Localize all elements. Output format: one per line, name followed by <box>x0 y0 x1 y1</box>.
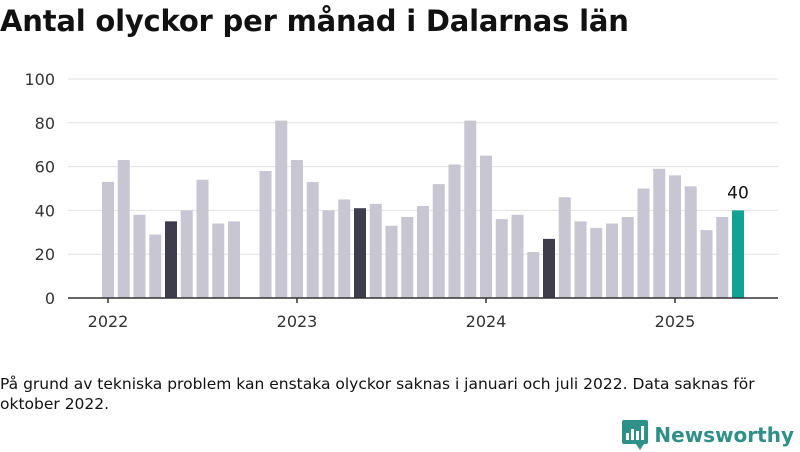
bar-2023-02 <box>306 181 319 298</box>
bar-2024-08 <box>590 227 603 298</box>
x-tick-label: 2025 <box>655 312 696 331</box>
y-tick-label: 60 <box>35 158 55 177</box>
footnote: På grund av tekniska problem kan enstaka… <box>0 375 755 413</box>
bar-2022-09 <box>228 221 240 298</box>
bar-2024-11 <box>637 188 650 298</box>
bar-2024-04 <box>527 252 540 298</box>
bar-2022-02 <box>117 160 130 298</box>
bar-2023-12 <box>464 120 477 298</box>
bar-2022-01 <box>102 181 114 298</box>
x-axis: 2022 2023 2024 2025 <box>68 297 778 331</box>
bar-2025-05 <box>732 210 744 298</box>
y-tick-label: 80 <box>35 114 55 133</box>
bar-2023-10 <box>432 184 445 298</box>
chart-title: Antal olyckor per månad i Dalarnas län <box>0 4 629 38</box>
x-tick-label: 2023 <box>277 312 318 331</box>
bar-2025-02 <box>684 186 697 298</box>
y-tick-label: 0 <box>45 289 55 308</box>
bar-2022-07 <box>196 179 209 298</box>
y-tick-label: 100 <box>24 70 55 89</box>
bar-2024-06 <box>558 197 571 298</box>
bar-2022-03 <box>133 214 146 298</box>
brand-name: Newsworthy <box>654 423 794 447</box>
bar-2024-03 <box>511 214 524 298</box>
x-tick-label: 2022 <box>88 312 129 331</box>
bar-2023-07 <box>385 225 398 298</box>
bar-2025-04 <box>716 216 729 298</box>
newsworthy-logo[interactable]: Newsworthy <box>622 418 794 452</box>
data-label-latest: 40 <box>727 183 749 203</box>
newsworthy-logo-icon <box>622 420 649 450</box>
bar-2023-05 <box>354 208 366 298</box>
bar-2025-01 <box>669 175 681 298</box>
bar-2024-05 <box>543 238 555 298</box>
bar-2023-11 <box>448 164 461 298</box>
bar-chart: 0 20 40 60 80 100 2022 2023 2024 2025 40 <box>24 70 778 331</box>
bar-2024-12 <box>653 168 666 298</box>
bar-2025-03 <box>700 230 713 298</box>
y-tick-label: 40 <box>35 201 55 220</box>
bar-2024-01 <box>480 155 492 298</box>
bar-2022-08 <box>212 223 225 298</box>
bar-2024-09 <box>606 223 618 298</box>
bar-2023-04 <box>338 199 351 298</box>
bar-2023-09 <box>417 206 429 298</box>
bar-2023-06 <box>369 203 382 298</box>
bar-2024-02 <box>495 219 508 298</box>
bar-2024-10 <box>621 216 634 298</box>
x-tick-label: 2024 <box>466 312 507 331</box>
bar-2022-11 <box>259 170 272 298</box>
bar-2023-08 <box>401 216 414 298</box>
y-tick-label: 20 <box>35 245 55 264</box>
bar-2023-03 <box>322 210 335 298</box>
bar-2024-07 <box>574 221 587 298</box>
data-labels: 40 <box>727 183 749 203</box>
bar-2022-05 <box>165 221 177 298</box>
bar-2022-04 <box>149 234 162 298</box>
bar-2022-12 <box>275 120 288 298</box>
bar-2022-06 <box>180 210 193 298</box>
bars <box>102 120 744 298</box>
bar-2023-01 <box>291 160 303 298</box>
